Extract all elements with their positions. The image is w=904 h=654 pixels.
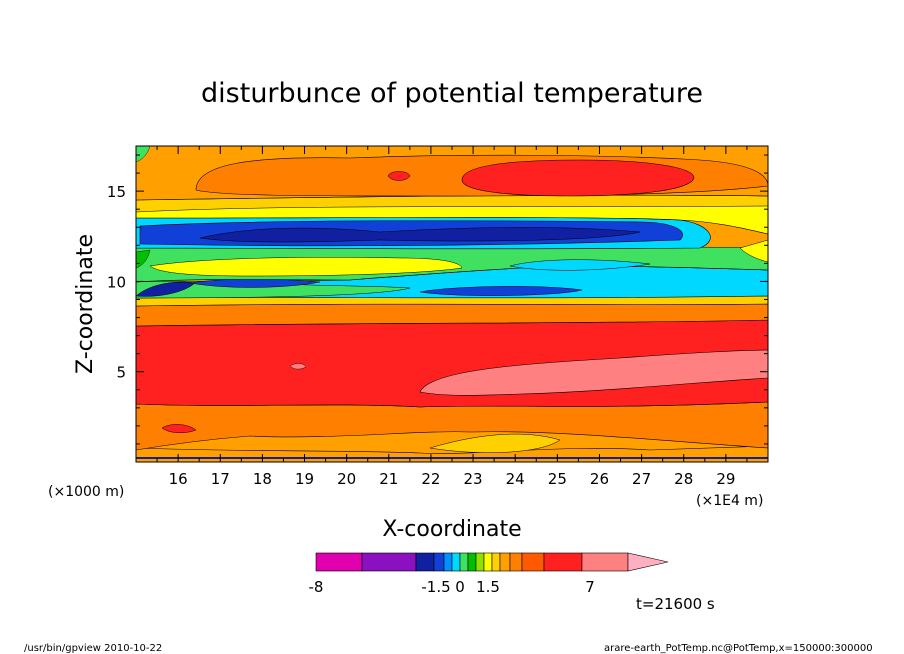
- colorbar-arrow: [627, 552, 669, 572]
- contour-patch-cyan-right: [509, 259, 651, 271]
- x-tick-label: 24: [506, 470, 525, 488]
- time-label: t=21600 s: [636, 595, 715, 613]
- x-tick-label: 16: [169, 470, 188, 488]
- contour-cell-pink: [419, 349, 768, 396]
- x-tick-label: 25: [548, 470, 567, 488]
- colorbar-segment: [521, 552, 545, 572]
- contour-cell-blue-right: [419, 286, 583, 296]
- chart-title: disturbunce of potential temperature: [201, 78, 703, 109]
- colorbar-tick-label: 0: [455, 578, 465, 596]
- contour-patch-yellow-low: [429, 433, 561, 453]
- colorbar-segment: [451, 552, 461, 572]
- colorbar-tick-label: 1.5: [476, 578, 500, 596]
- x-tick-label: 27: [632, 470, 651, 488]
- y-tick-label: 15: [107, 183, 126, 201]
- footer-right: arare-earth_PotTemp.nc@PotTemp,x=150000:…: [604, 643, 873, 654]
- x-tick-label: 20: [337, 470, 356, 488]
- x-tick-label: 17: [211, 470, 230, 488]
- y-axis-title: Z-coordinate: [73, 234, 98, 374]
- y-tick-label: 10: [107, 273, 126, 291]
- colorbar-segment: [467, 552, 477, 572]
- colorbar-segment: [315, 552, 363, 572]
- colorbar-segment: [499, 552, 511, 572]
- contour-cell-red-top: [461, 159, 695, 197]
- colorbar-tick-label: 7: [585, 578, 595, 596]
- footer-left: /usr/bin/gpview 2010-10-22: [24, 643, 162, 654]
- y-tick-label: 5: [116, 364, 126, 382]
- colorbar-tick-label: -1.5: [421, 578, 450, 596]
- contour-patch-red-low: [161, 424, 197, 433]
- x-tick-label: 26: [590, 470, 609, 488]
- colorbar-segment: [475, 552, 485, 572]
- contour-patch-yellow-right: [739, 239, 768, 263]
- x-unit-label-right: (×1E4 m): [696, 493, 763, 509]
- y-axis: 5 10 15: [107, 154, 768, 445]
- contour-patch-red-top: [387, 171, 411, 181]
- x-tick-label: 21: [379, 470, 398, 488]
- plot-area: 16 17 18 19 20 21 22 23 24 25 26 27 28 29 5 10 15: [107, 145, 769, 488]
- x-axis-title: X-coordinate: [382, 517, 521, 542]
- colorbar-segment: [491, 552, 501, 572]
- colorbar-segment: [509, 552, 523, 572]
- colorbar-segment: [361, 552, 417, 572]
- contour-cell-yellow-mid: [149, 257, 463, 277]
- x-tick-label: 28: [674, 470, 693, 488]
- colorbar-segment: [443, 552, 453, 572]
- colorbar-segment: [483, 552, 493, 572]
- x-unit-label-left: (×1000 m): [48, 484, 124, 500]
- x-tick-label: 18: [253, 470, 272, 488]
- colorbar-segment: [581, 552, 629, 572]
- colorbar-segment: [459, 552, 469, 572]
- colorbar-segment: [543, 552, 583, 572]
- contour-cell-darkblue-upper: [199, 227, 641, 243]
- contour-patch-pink-small: [289, 363, 307, 370]
- colorbar-segment: [415, 552, 435, 572]
- x-tick-label: 29: [716, 470, 735, 488]
- x-tick-label: 22: [421, 470, 440, 488]
- x-tick-label: 19: [295, 470, 314, 488]
- x-axis: 16 17 18 19 20 21 22 23 24 25 26 27 28 29: [156, 146, 748, 488]
- colorbar: -8 -1.5 0 1.5 7: [309, 552, 669, 596]
- colorbar-segment: [433, 552, 445, 572]
- x-tick-label: 23: [464, 470, 483, 488]
- colorbar-tick-label: -8: [309, 578, 324, 596]
